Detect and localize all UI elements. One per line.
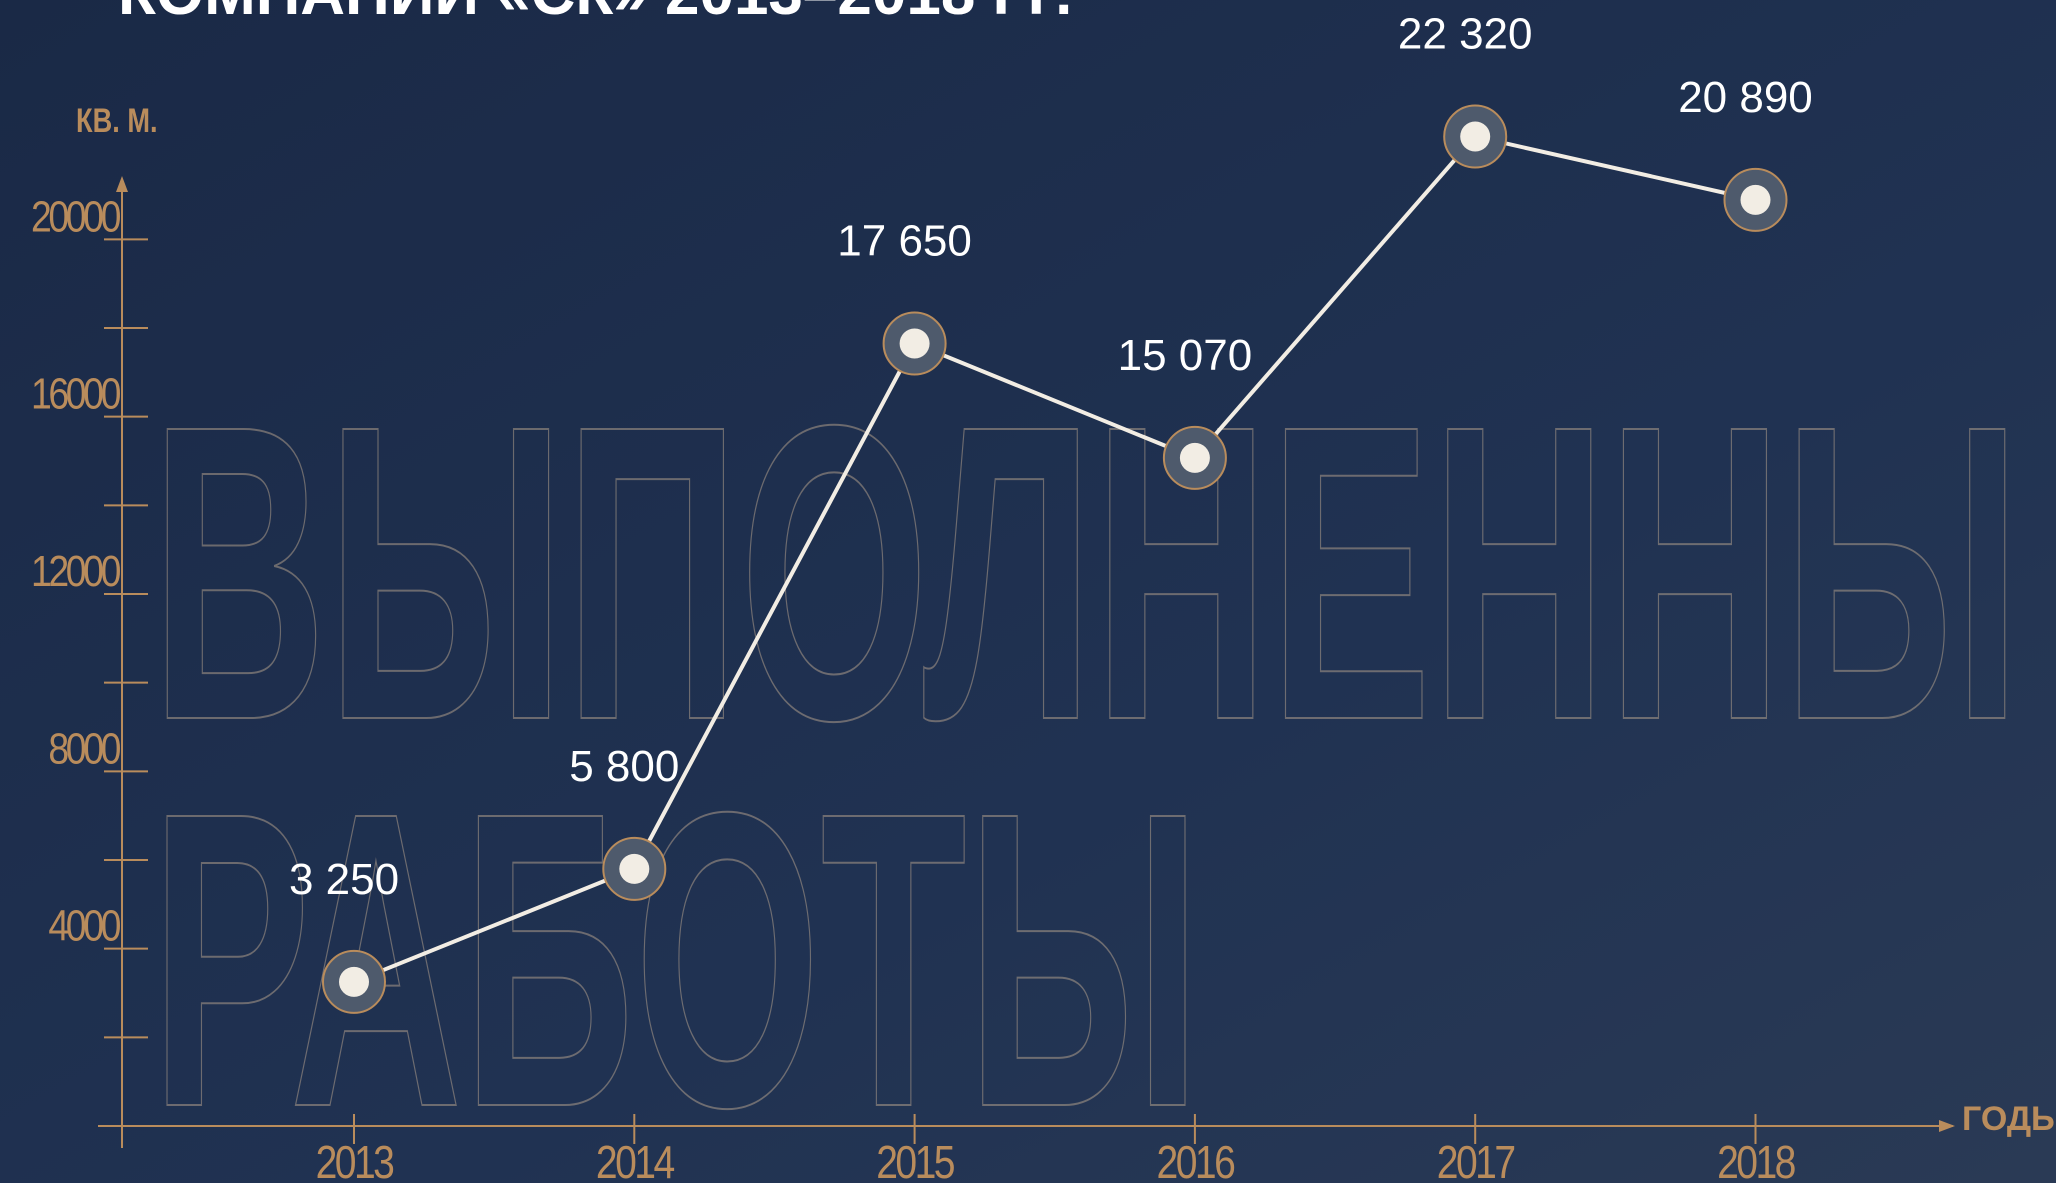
x-tick-label: 2014 [596, 1137, 675, 1183]
page: {"chart_data": {"type": "line", "title":… [0, 0, 2056, 1183]
data-point-core [1180, 443, 1210, 473]
data-label: 15 070 [1118, 331, 1253, 380]
data-label: 5 800 [569, 742, 679, 791]
data-point-core [619, 854, 649, 884]
data-point-core [339, 967, 369, 997]
x-tick-label: 2018 [1717, 1137, 1795, 1183]
data-label: 20 890 [1678, 73, 1813, 122]
y-tick-label: 16000 [31, 369, 121, 419]
data-point-core [1741, 185, 1771, 215]
x-tick-label: 2013 [316, 1137, 394, 1183]
y-axis-label: КВ. М. [76, 101, 158, 140]
x-tick-label: 2015 [876, 1137, 954, 1183]
y-tick-label: 20000 [31, 191, 121, 241]
data-label: 22 320 [1398, 9, 1533, 58]
x-tick-label: 2016 [1157, 1137, 1235, 1183]
x-tick-label: 2017 [1437, 1137, 1515, 1183]
chart-title: КОМПАНИИ «СК» 2013–2018 ГГ. [118, 0, 1072, 28]
data-point-core [1460, 121, 1490, 151]
y-tick-label: 8000 [48, 723, 120, 773]
y-tick-label: 12000 [31, 546, 121, 596]
y-tick-label: 4000 [48, 901, 120, 951]
data-label: 17 650 [837, 217, 972, 266]
chart: ВЫПОЛНЕННЫ РАБОТЫ КОМПАНИИ «СК» 2013–201… [0, 0, 2056, 1183]
data-point-core [900, 329, 930, 359]
x-axis-label: ГОДЫ [1962, 1100, 2056, 1138]
data-label: 3 250 [289, 855, 399, 904]
